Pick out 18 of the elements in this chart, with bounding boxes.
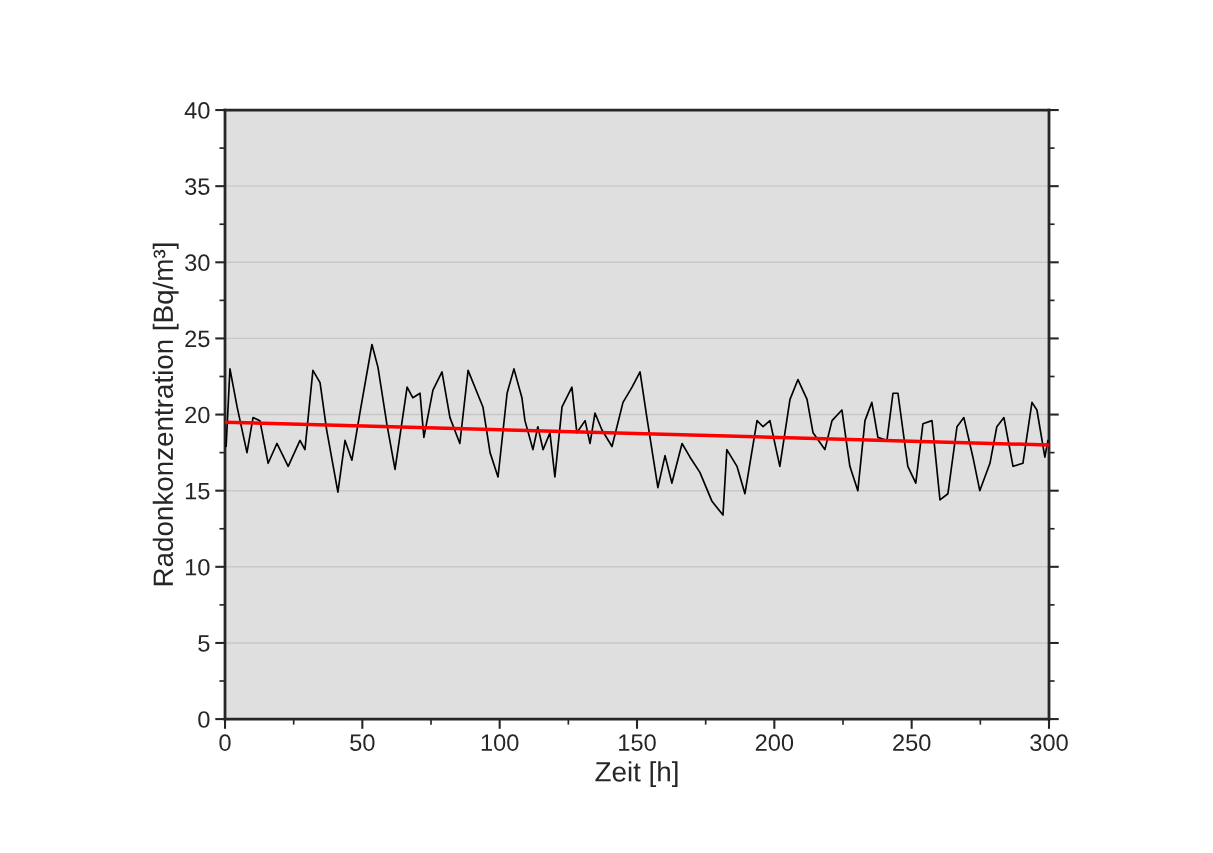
- y-tick-label: 40: [184, 102, 210, 119]
- x-axis-title: Zeit [h]: [595, 761, 678, 788]
- y-axis-title: Radonkonzentration [Bq/m³]: [152, 243, 179, 586]
- y-tick-label: 15: [185, 483, 210, 500]
- x-tick-label: 250: [893, 734, 931, 752]
- y-tick-label: 25: [185, 330, 210, 348]
- x-tick-label: 150: [619, 734, 656, 752]
- x-tick-label: 200: [755, 734, 794, 752]
- y-tick-label: 0: [198, 711, 210, 728]
- y-tick-label: 20: [185, 406, 210, 424]
- y-tick-label: 5: [198, 635, 210, 652]
- y-tick-label: 10: [185, 558, 210, 576]
- x-tick-label: 100: [481, 734, 519, 752]
- y-tick-label: 35: [185, 178, 210, 195]
- y-tick-label: 30: [185, 254, 210, 272]
- x-tick-label: 50: [350, 734, 375, 752]
- x-tick-label: 0: [219, 734, 231, 752]
- x-tick-label: 300: [1030, 734, 1068, 752]
